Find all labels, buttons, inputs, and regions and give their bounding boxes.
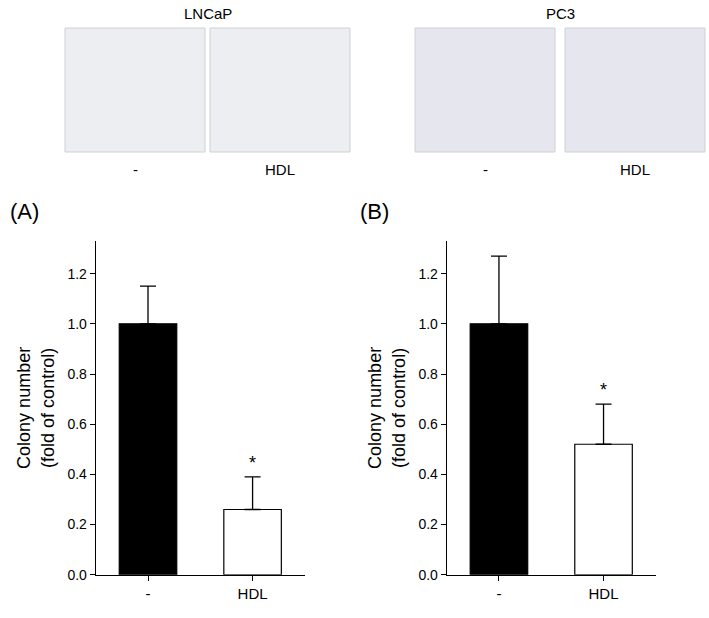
svg-text:HDL: HDL — [620, 161, 650, 178]
svg-text:HDL: HDL — [265, 161, 295, 178]
svg-text:Colony number(fold of control): Colony number(fold of control) — [14, 347, 57, 469]
svg-text:-: - — [496, 585, 501, 602]
svg-text:1.2: 1.2 — [418, 266, 438, 282]
svg-text:0.0: 0.0 — [418, 567, 438, 583]
svg-text:0.4: 0.4 — [67, 466, 87, 482]
svg-text:0.2: 0.2 — [67, 516, 87, 532]
svg-text:(B): (B) — [360, 199, 389, 224]
svg-text:*: * — [600, 380, 607, 400]
svg-text:HDL: HDL — [589, 585, 619, 602]
svg-text:(A): (A) — [10, 199, 39, 224]
svg-text:0.6: 0.6 — [418, 416, 438, 432]
svg-text:0.0: 0.0 — [67, 567, 87, 583]
svg-text:0.8: 0.8 — [418, 366, 438, 382]
svg-text:-: - — [133, 161, 138, 178]
svg-text:-: - — [483, 161, 488, 178]
svg-text:-: - — [146, 585, 151, 602]
svg-text:0.4: 0.4 — [418, 466, 438, 482]
svg-text:0.8: 0.8 — [67, 366, 87, 382]
svg-text:*: * — [249, 453, 256, 473]
svg-text:HDL: HDL — [238, 585, 268, 602]
svg-text:0.2: 0.2 — [418, 516, 438, 532]
svg-text:PC3: PC3 — [546, 5, 575, 22]
svg-text:0.6: 0.6 — [67, 416, 87, 432]
svg-text:1.0: 1.0 — [418, 316, 438, 332]
svg-text:Colony number(fold of control): Colony number(fold of control) — [365, 347, 408, 469]
svg-text:1.2: 1.2 — [67, 266, 87, 282]
svg-text:1.0: 1.0 — [67, 316, 87, 332]
svg-text:LNCaP: LNCaP — [184, 5, 232, 22]
